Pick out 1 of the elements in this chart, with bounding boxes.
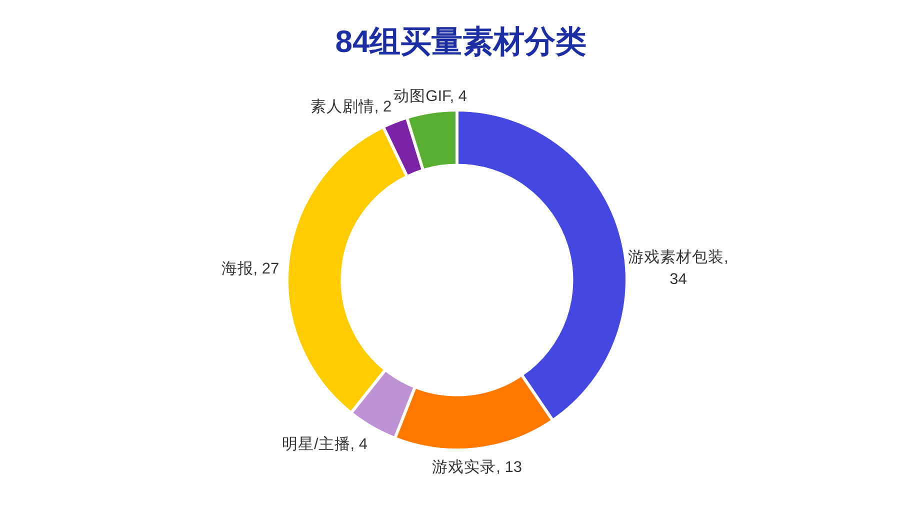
title: 84组买量素材分类 <box>335 24 587 59</box>
